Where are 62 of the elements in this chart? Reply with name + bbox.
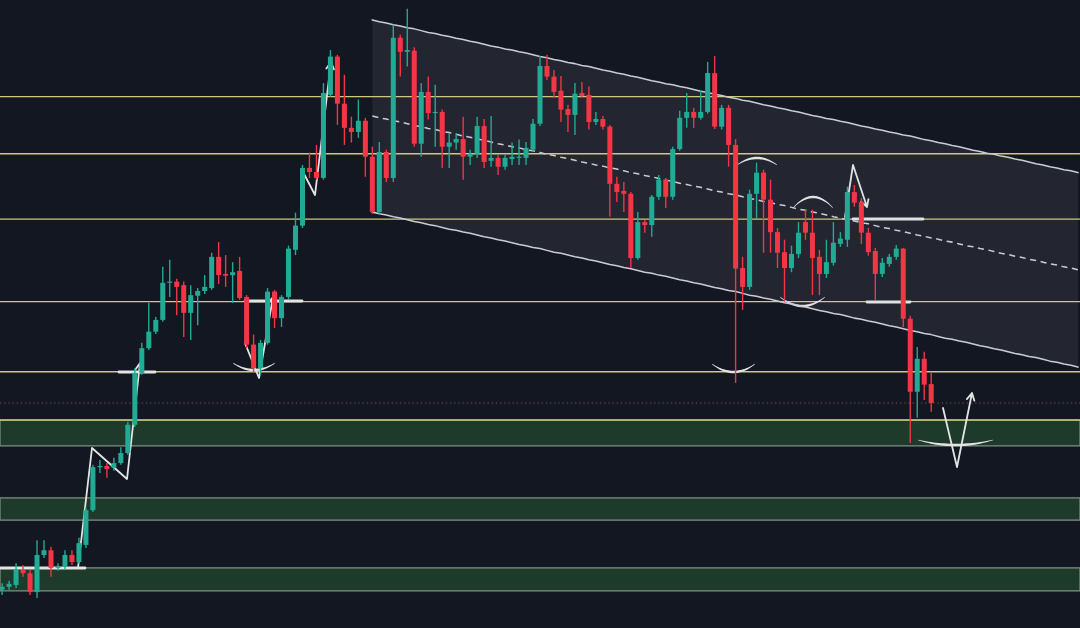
candlestick xyxy=(719,104,725,131)
candlestick xyxy=(104,462,110,479)
candlestick xyxy=(174,277,180,316)
candlestick xyxy=(397,34,403,78)
candlestick xyxy=(216,241,222,285)
candlestick xyxy=(48,546,54,578)
candlestick xyxy=(188,284,194,341)
candlestick xyxy=(865,227,871,257)
candlestick xyxy=(691,107,697,129)
candlestick xyxy=(740,256,746,311)
candlestick xyxy=(872,247,878,301)
candlestick xyxy=(781,239,788,303)
candlestick xyxy=(830,221,836,267)
candlestick xyxy=(0,582,5,596)
candlestick xyxy=(614,176,620,203)
candlestick xyxy=(467,148,473,166)
candlestick xyxy=(788,244,794,273)
candlestick xyxy=(425,75,431,121)
candlestick xyxy=(348,115,354,144)
candlestick xyxy=(754,161,760,219)
candlestick xyxy=(551,69,557,99)
candlestick xyxy=(851,184,857,208)
candlestick xyxy=(593,111,599,126)
candlestick xyxy=(823,239,829,279)
candlestick xyxy=(795,221,801,259)
candlestick xyxy=(544,54,550,81)
candlestick xyxy=(453,132,459,151)
candlestick xyxy=(621,181,627,213)
candlestick xyxy=(313,144,319,181)
candlestick xyxy=(579,81,585,99)
candlestick xyxy=(879,257,885,278)
candlestick xyxy=(684,92,690,129)
candlestick xyxy=(460,115,466,181)
candlestick xyxy=(230,261,236,304)
candlestick xyxy=(488,115,494,168)
candlestick xyxy=(816,249,822,296)
candlestick xyxy=(558,75,564,123)
candlestick xyxy=(41,539,47,559)
candlestick xyxy=(146,302,152,351)
candlestick xyxy=(572,82,578,136)
candlestick xyxy=(202,274,208,295)
candlestick xyxy=(404,8,410,68)
candlestick xyxy=(279,294,285,328)
candlestick xyxy=(306,151,312,179)
candlestick xyxy=(195,287,201,326)
candlestick xyxy=(62,549,68,570)
candlestick xyxy=(656,174,662,201)
candlestick xyxy=(802,209,808,241)
candlestick xyxy=(223,254,229,288)
candlestick xyxy=(698,89,704,121)
candlestick xyxy=(6,580,12,591)
candlestick xyxy=(495,154,501,176)
candlestick xyxy=(928,372,934,413)
candlestick xyxy=(663,177,669,209)
candlestick xyxy=(355,98,361,139)
candlestick xyxy=(446,132,452,169)
candlestick xyxy=(27,568,33,596)
candlestick xyxy=(775,227,781,269)
candlestick xyxy=(13,562,19,589)
candlestick xyxy=(76,537,82,565)
candlestick xyxy=(251,333,257,374)
candlestick xyxy=(565,104,571,133)
